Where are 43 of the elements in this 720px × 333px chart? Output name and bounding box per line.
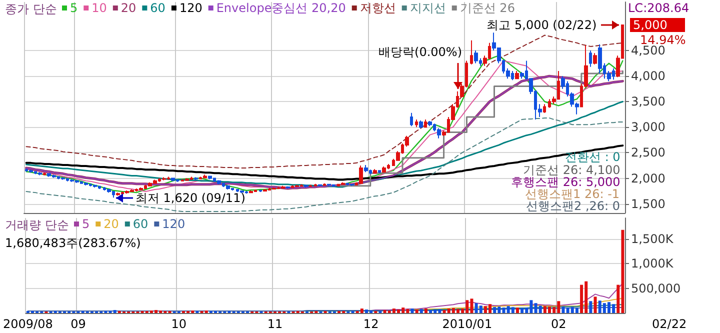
legend-label: 60: [132, 217, 148, 231]
x-tick-label: 02: [551, 317, 566, 331]
legend-label: 20: [120, 1, 136, 15]
legend-label: Envelope중심선 20,20: [216, 1, 346, 15]
y-tick-label: 3,000: [631, 120, 666, 134]
legend-label: 60: [150, 1, 166, 15]
y-tick-label: 4,000: [631, 69, 666, 84]
y-tick-label: 500,000: [631, 281, 681, 296]
x-tick-label: 11: [267, 317, 283, 331]
y-tick-label: 1,500: [631, 196, 666, 211]
legend-label: 5: [70, 1, 78, 15]
legend-title: 종가 단순: [5, 2, 57, 16]
y-tick-label: 2,500: [631, 146, 666, 160]
text: 5,000: [630, 18, 686, 32]
y-tick-label: 1,500K: [631, 232, 674, 246]
legend-label: 120: [179, 1, 202, 15]
annotation: 선행스팬1 26: -1: [525, 187, 620, 201]
y-tick-label: 3,500: [631, 94, 666, 109]
x-tick-label: 2009/08: [2, 317, 53, 331]
x-tick-label: 2010/01: [442, 317, 492, 331]
annotation: 1,680,483주(283.67%): [5, 236, 141, 250]
legend-label: 지지선: [410, 1, 446, 15]
legend-label: 기준선 26: [460, 1, 515, 15]
legend-label: 저항선: [360, 1, 396, 15]
annotation: 기준선 26: 4,100: [523, 163, 620, 177]
y-tick-label: 1,000K: [631, 256, 674, 271]
legend-title: 거래량 단순: [5, 218, 69, 232]
annotation: 후행스팬 26: 5,000: [511, 175, 620, 189]
annotation: 배당락(0.00%): [378, 45, 462, 60]
legend-label: 10: [92, 1, 107, 15]
annotation: 전환선 : 0: [565, 150, 620, 164]
x-tick-label: 09: [70, 317, 86, 331]
x-tick-label: 10: [171, 317, 187, 331]
annotation: 최저 1,620 (09/11): [135, 190, 246, 205]
y-tick-label: 2,000: [631, 171, 666, 186]
legend-label: 120: [162, 217, 186, 231]
annotation: 최고 5,000 (02/22): [486, 18, 597, 32]
legend-label: 20: [104, 217, 119, 231]
annotation: 선행스팬2 ,26: 0: [526, 199, 620, 213]
x-tick-label: 12: [363, 317, 379, 331]
text: 02/22: [652, 317, 687, 331]
text: LC:208.64: [628, 1, 690, 15]
legend-label: 5: [82, 217, 90, 231]
